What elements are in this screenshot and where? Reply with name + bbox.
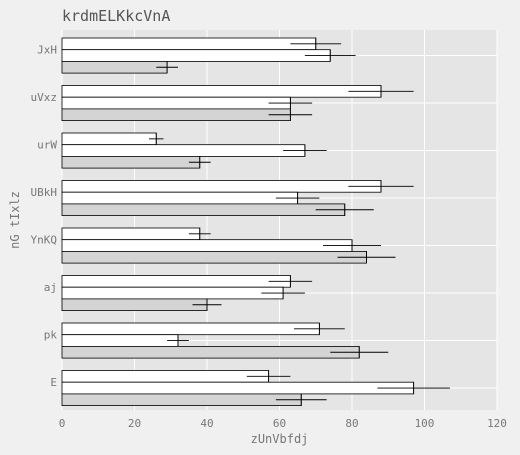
bar [61, 144, 306, 157]
x-tick-label: 60 [273, 417, 286, 430]
bar [61, 37, 317, 51]
bar [61, 298, 208, 311]
bar [61, 322, 320, 336]
y-tick-label: uVxz [31, 91, 58, 104]
bar [61, 250, 367, 264]
x-tick-label: 0 [59, 417, 66, 430]
x-tick-label: 100 [415, 417, 435, 430]
x-tick-label: 120 [487, 417, 507, 430]
bar [61, 49, 331, 62]
bar [61, 239, 353, 252]
error-bars [149, 37, 450, 406]
bar [61, 286, 284, 300]
bar [61, 132, 157, 146]
bar [61, 334, 179, 347]
bar [61, 155, 201, 169]
bars [61, 37, 415, 406]
x-tick-label: 20 [128, 417, 141, 430]
bar [61, 370, 270, 383]
bar [61, 96, 291, 110]
y-tick-label: urW [37, 139, 57, 152]
x-axis-label: zUnVbfdj [251, 432, 309, 446]
y-tick-label: JxH [37, 44, 57, 57]
bar [61, 393, 302, 406]
y-tick-label: pk [44, 329, 58, 342]
bar [61, 275, 291, 288]
y-tick-label: aj [44, 281, 57, 294]
x-tick-label: 40 [200, 417, 213, 430]
x-tick-label: 80 [345, 417, 358, 430]
bar [61, 345, 360, 359]
bar [61, 381, 415, 395]
bar [61, 227, 201, 241]
bar [61, 61, 168, 74]
bar [61, 85, 382, 98]
bar [61, 108, 291, 122]
y-axis-label: nG tIxlz [8, 191, 22, 249]
x-tick-labels: 0 20 40 60 80 100 120 [59, 417, 507, 430]
y-tick-label: YnKQ [31, 234, 58, 247]
y-tick-label: UBkH [31, 186, 58, 199]
bar [61, 180, 382, 193]
bar [61, 203, 346, 216]
y-tick-labels: JxH uVxz urW UBkH YnKQ aj pk E [31, 44, 58, 390]
chart-title: krdmELKkcVnA [62, 7, 170, 25]
bar [61, 191, 299, 205]
y-tick-label: E [50, 376, 57, 389]
